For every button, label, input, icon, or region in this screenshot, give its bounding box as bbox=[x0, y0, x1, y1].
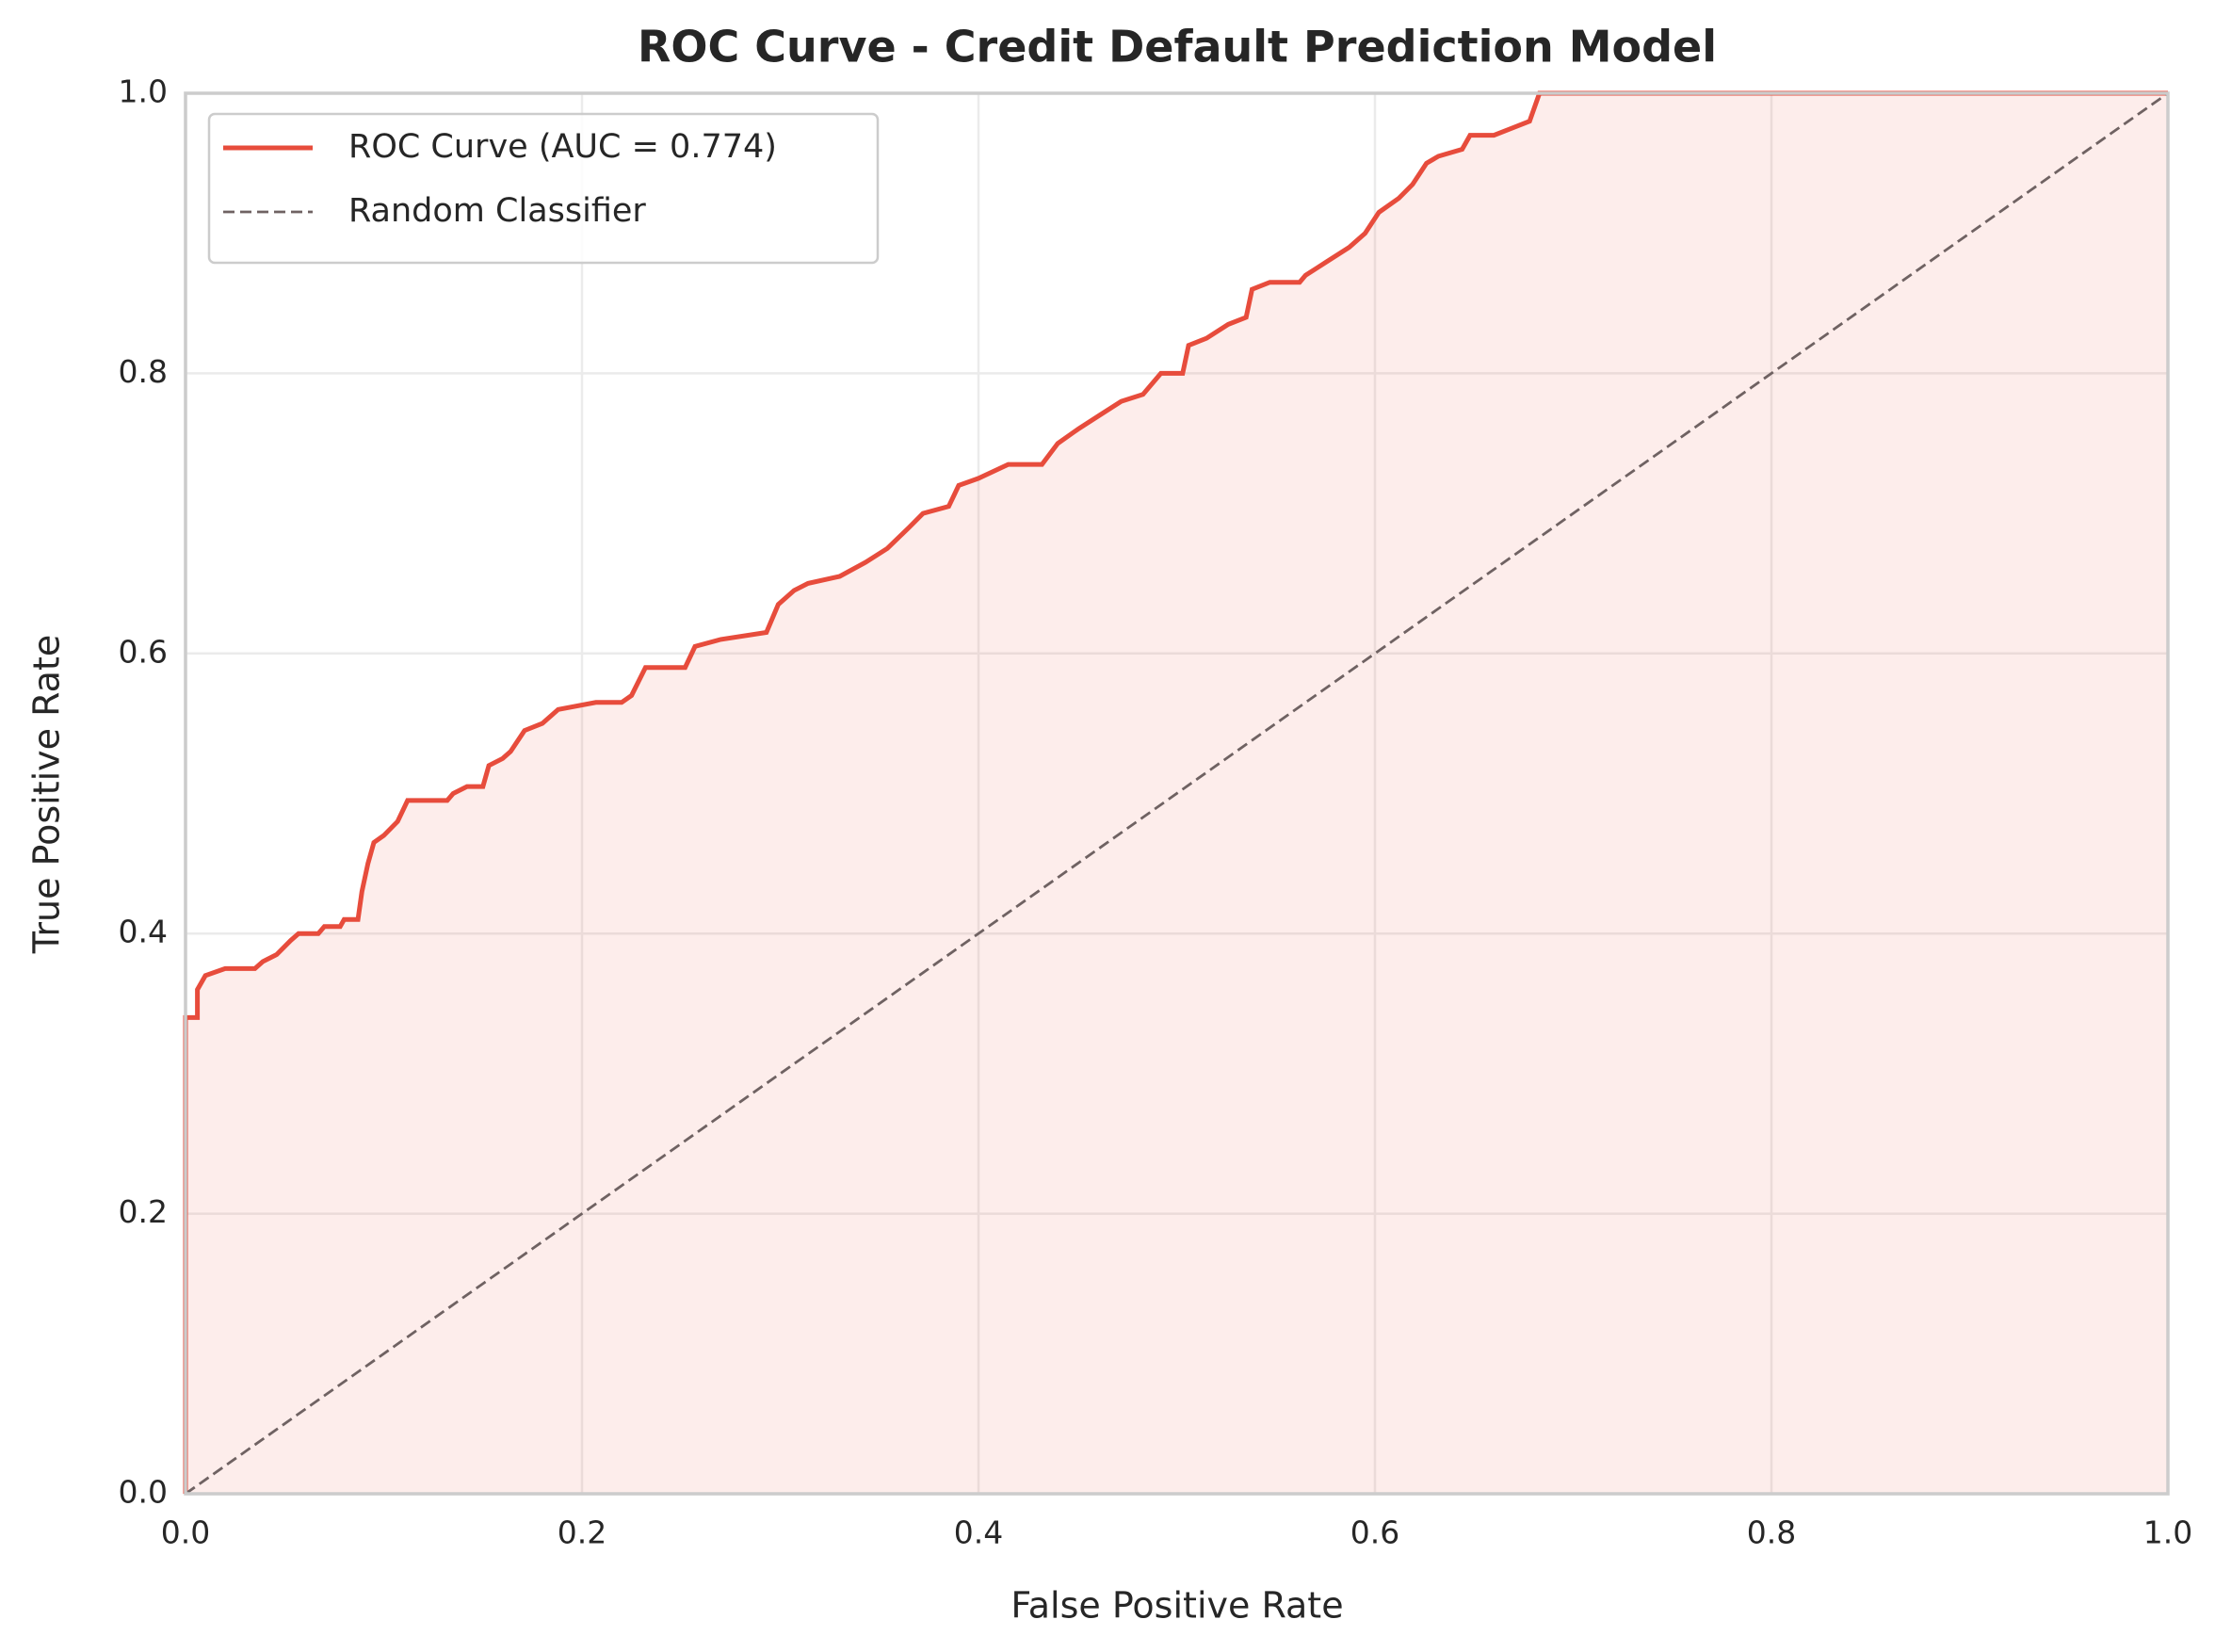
y-tick-label: 1.0 bbox=[119, 73, 168, 110]
y-tick-label: 0.0 bbox=[119, 1474, 168, 1511]
x-tick-label: 0.2 bbox=[558, 1514, 606, 1551]
x-tick-label: 0.4 bbox=[954, 1514, 1003, 1551]
legend-label: Random Classifier bbox=[348, 192, 646, 230]
x-tick-label: 0.0 bbox=[161, 1514, 210, 1551]
y-axis-label: True Positive Rate bbox=[26, 635, 68, 955]
y-tick-label: 0.8 bbox=[119, 353, 168, 390]
legend-label: ROC Curve (AUC = 0.774) bbox=[348, 128, 777, 166]
chart-title: ROC Curve - Credit Default Prediction Mo… bbox=[638, 22, 1717, 73]
x-tick-label: 1.0 bbox=[2143, 1514, 2192, 1551]
x-tick-label: 0.6 bbox=[1350, 1514, 1399, 1551]
x-tick-label: 0.8 bbox=[1747, 1514, 1796, 1551]
legend-box bbox=[207, 112, 880, 265]
line bbox=[183, 90, 2168, 1494]
plot-frame bbox=[184, 91, 2170, 1496]
y-tick-label: 0.6 bbox=[119, 633, 168, 670]
y-tick-label: 0.2 bbox=[119, 1193, 168, 1230]
y-tick-label: 0.4 bbox=[119, 914, 168, 950]
x-axis-label: False Positive Rate bbox=[1010, 1585, 1343, 1627]
line bbox=[185, 91, 2169, 1496]
legend: ROC Curve (AUC = 0.774) Random Classifier bbox=[207, 112, 880, 265]
